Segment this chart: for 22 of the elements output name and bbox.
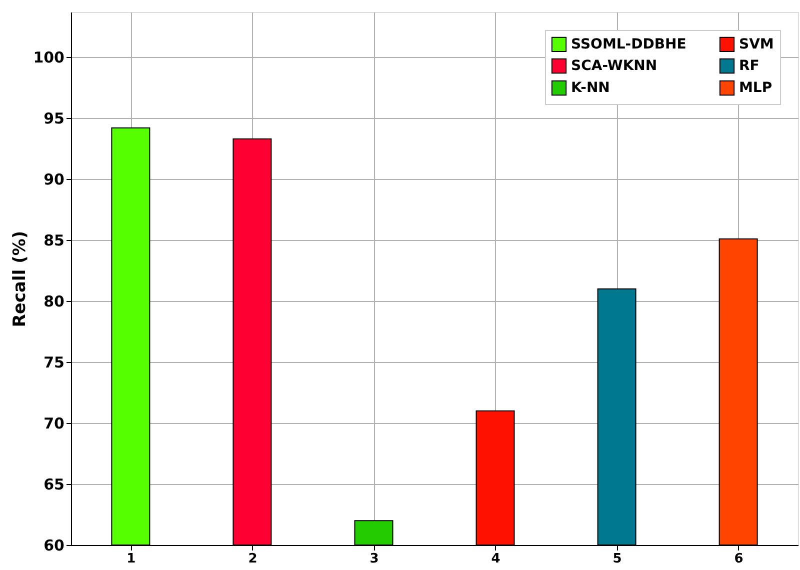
y-axis-title: Recall (%) bbox=[10, 230, 30, 328]
y-tick-label: 100 bbox=[33, 48, 64, 67]
y-tick-label: 80 bbox=[44, 292, 64, 311]
y-tick-label: 60 bbox=[44, 536, 64, 554]
y-tick-label: 75 bbox=[44, 354, 64, 372]
y-tick-label: 85 bbox=[44, 232, 64, 250]
x-tick-label: 2 bbox=[248, 552, 258, 566]
x-tick-label: 5 bbox=[612, 552, 622, 566]
x-tick-label: 3 bbox=[370, 552, 379, 566]
y-tick-label: 95 bbox=[44, 110, 64, 128]
legend-label: MLP bbox=[739, 80, 772, 96]
y-tick-label: 90 bbox=[44, 170, 64, 189]
y-tick-label: 70 bbox=[44, 414, 64, 433]
y-tick-label: 65 bbox=[44, 476, 64, 494]
legend-label: RF bbox=[739, 58, 760, 74]
x-tick-label: 1 bbox=[126, 552, 136, 566]
legend-label: SVM bbox=[739, 36, 774, 52]
x-tick-label: 6 bbox=[734, 552, 744, 566]
legend-label: K-NN bbox=[571, 80, 610, 96]
legend-label: SCA-WKNN bbox=[571, 58, 658, 74]
x-tick-label: 4 bbox=[491, 552, 500, 566]
legend-label: SSOML-DDBHE bbox=[571, 36, 686, 52]
